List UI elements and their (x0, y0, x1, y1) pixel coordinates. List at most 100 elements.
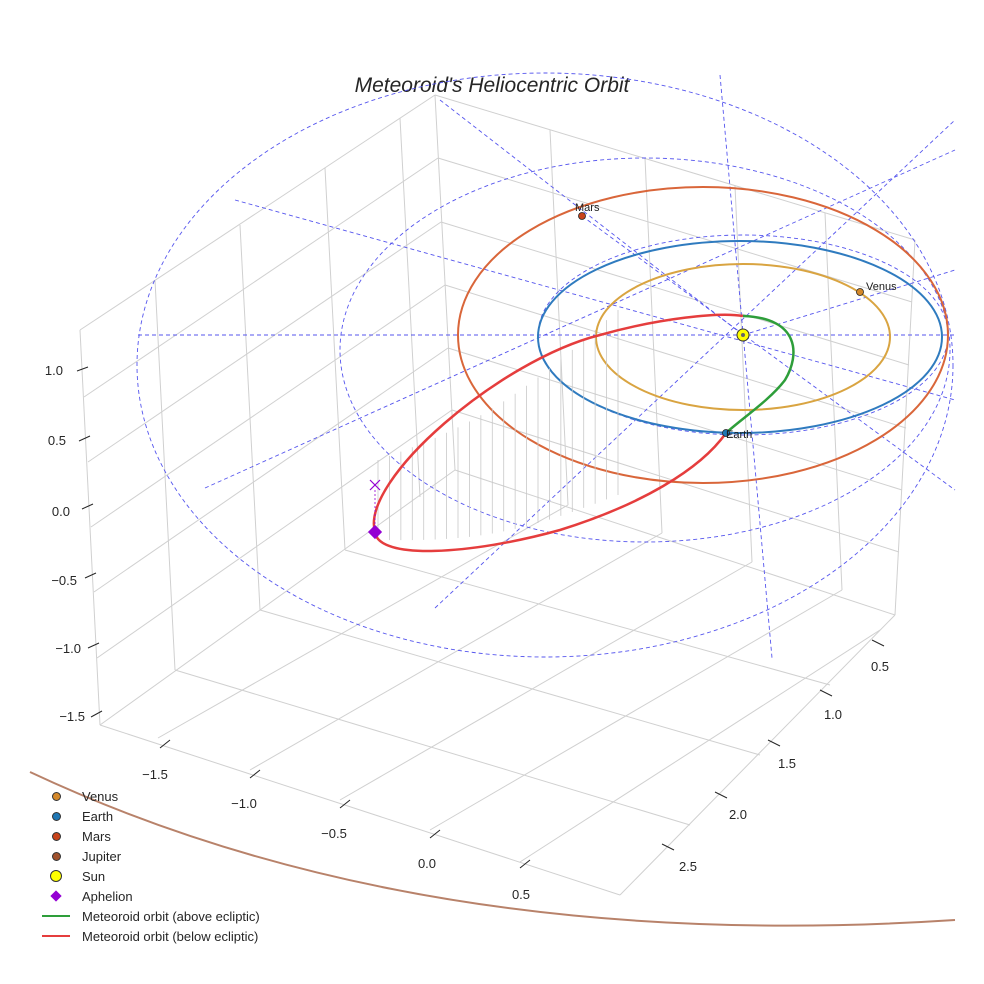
z-tick-label: −1.0 (55, 641, 81, 656)
venus-label: Venus (866, 281, 897, 293)
y-tick-label: 0.5 (871, 659, 889, 674)
grid-line (99, 469, 456, 726)
x-tick (339, 799, 351, 809)
grid-line (239, 224, 261, 611)
ecliptic-spoke (742, 269, 956, 336)
legend-label: Meteoroid orbit (above ecliptic) (82, 908, 260, 924)
y-tick (871, 639, 885, 647)
z-tick-label: −1.5 (59, 709, 85, 724)
grid-line (79, 329, 101, 726)
legend-item-jupiter: Jupiter (38, 846, 260, 866)
z-tick (78, 435, 91, 442)
orbit-below-legend-icon (42, 935, 70, 937)
aphelion-projection-marker (369, 479, 381, 491)
mars-legend-icon (51, 831, 61, 841)
y-tick-label: 1.5 (778, 756, 796, 771)
drop-lines (377, 310, 619, 541)
grid-line (824, 212, 843, 591)
grid-line (157, 504, 569, 739)
sun-core (741, 333, 745, 337)
grid-line (87, 221, 442, 463)
y-axis: 0.5 1.0 1.5 2.0 2.5 (661, 639, 889, 874)
x-tick (519, 859, 531, 869)
legend-item-aphelion: Aphelion (38, 886, 260, 906)
mars-orbit (457, 186, 949, 484)
grid-line (93, 347, 449, 593)
meteoroid-orbit-above (725, 314, 795, 434)
legend-item-sun: Sun (38, 866, 260, 886)
grid-line (96, 409, 453, 659)
y-tick (661, 843, 675, 851)
y-tick (767, 739, 781, 747)
legend-label: Earth (82, 808, 114, 824)
y-tick-label: 2.0 (729, 807, 747, 822)
jupiter-legend-icon (51, 851, 61, 861)
axes-box (79, 94, 916, 896)
sun-legend-icon (50, 870, 62, 882)
grid-line (249, 532, 663, 771)
grid-line (434, 94, 916, 241)
legend-item-earth: Earth (38, 806, 260, 826)
z-tick-label: 1.0 (45, 363, 63, 378)
legend-label: Mars (82, 828, 111, 844)
mars-label: Mars (575, 202, 600, 214)
y-tick-label: 2.5 (679, 859, 697, 874)
grid-line (447, 347, 903, 491)
grid-line (339, 561, 753, 801)
z-tick (76, 366, 89, 372)
venus-marker (856, 288, 864, 296)
legend-label: Sun (82, 868, 106, 884)
grid-line (454, 469, 896, 616)
ecliptic-spoke (581, 215, 956, 491)
grid-line (324, 167, 346, 551)
grid-line (90, 284, 446, 528)
orbit-above-legend-icon (42, 915, 70, 917)
aphelion-marker (367, 524, 383, 540)
aphelion-legend-icon (50, 890, 62, 902)
y-tick (819, 689, 833, 697)
ecliptic-ring (339, 157, 951, 543)
x-axis: −1.5 −1.0 −0.5 0.0 0.5 (142, 739, 531, 902)
earth-legend-icon (51, 811, 61, 821)
grid-line (83, 157, 439, 398)
grid-line (344, 549, 831, 686)
z-tick (87, 642, 100, 649)
grid-line (549, 129, 569, 506)
legend-label: Meteoroid orbit (below ecliptic) (82, 928, 259, 944)
z-tick (84, 572, 97, 579)
grid-line (154, 279, 176, 671)
y-tick (714, 791, 728, 799)
chart-title: Meteoroid's Heliocentric Orbit (354, 74, 630, 97)
x-tick (429, 829, 441, 839)
legend-item-orbit-above: Meteoroid orbit (above ecliptic) (38, 906, 260, 926)
legend-item-mars: Mars (38, 826, 260, 846)
ecliptic-spoke (719, 74, 773, 659)
grid-line (644, 157, 663, 534)
x-tick-label: −1.5 (142, 767, 168, 782)
grid-line (519, 629, 881, 863)
legend: Venus Earth Mars Jupiter Sun Aphelion Me… (38, 786, 260, 946)
ecliptic-spoke (439, 99, 744, 336)
y-tick-label: 1.0 (824, 707, 842, 722)
grid-line (734, 185, 753, 563)
x-tick-label: 0.5 (512, 887, 530, 902)
x-tick-label: 0.0 (418, 856, 436, 871)
x-tick-label: −1.0 (231, 796, 257, 811)
grid-line (444, 284, 907, 429)
earth-orbit (537, 240, 943, 434)
grid-line (99, 724, 621, 896)
grid-line (429, 589, 843, 831)
mars-marker (578, 212, 586, 220)
legend-label: Aphelion (82, 888, 133, 904)
z-tick (90, 710, 103, 718)
z-tick-label: 0.0 (52, 504, 70, 519)
ecliptic-ring (136, 72, 954, 658)
jupiter-orbit (29, 771, 956, 927)
grid-line (451, 409, 900, 553)
legend-item-venus: Venus (38, 786, 260, 806)
meteoroid-orbit-below-front (373, 432, 728, 553)
grid-line (174, 669, 691, 826)
grid-line (79, 94, 436, 331)
grid-line (619, 614, 896, 896)
x-tick (159, 739, 171, 749)
